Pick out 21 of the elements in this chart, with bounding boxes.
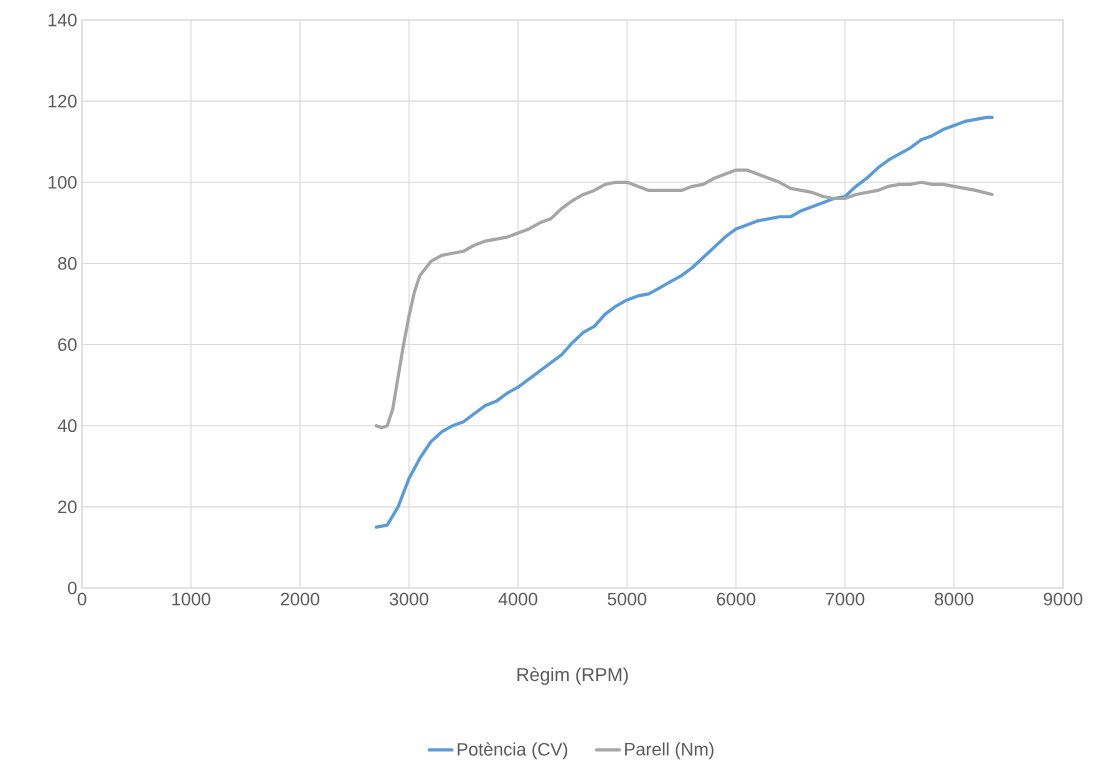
y-tick-label: 140 [48, 13, 77, 27]
y-tick-label: 100 [48, 175, 77, 189]
x-tick-label: 0 [77, 592, 87, 606]
x-tick-label: 3000 [389, 592, 429, 606]
y-tick-label: 120 [48, 94, 77, 108]
x-tick-label: 4000 [498, 592, 538, 606]
y-tick-label: 20 [58, 500, 77, 514]
x-tick-label: 8000 [934, 592, 974, 606]
x-tick-label: 1000 [172, 592, 211, 606]
x-tick-label: 7000 [825, 592, 865, 606]
y-tick-label: 60 [58, 338, 77, 351]
x-tick-label: 2000 [280, 592, 320, 606]
x-tick-label: 5000 [607, 592, 647, 606]
legend-label: Potència (CV) [457, 742, 568, 760]
y-tick-label: 0 [67, 581, 77, 595]
x-axis-title: Règim (RPM) [517, 667, 628, 685]
x-tick-label: 9000 [1043, 592, 1083, 606]
x-tick-label: 6000 [716, 592, 756, 606]
y-tick-label: 80 [58, 257, 77, 270]
legend-label: Parell (Nm) [625, 742, 714, 760]
y-tick-label: 40 [57, 419, 77, 433]
